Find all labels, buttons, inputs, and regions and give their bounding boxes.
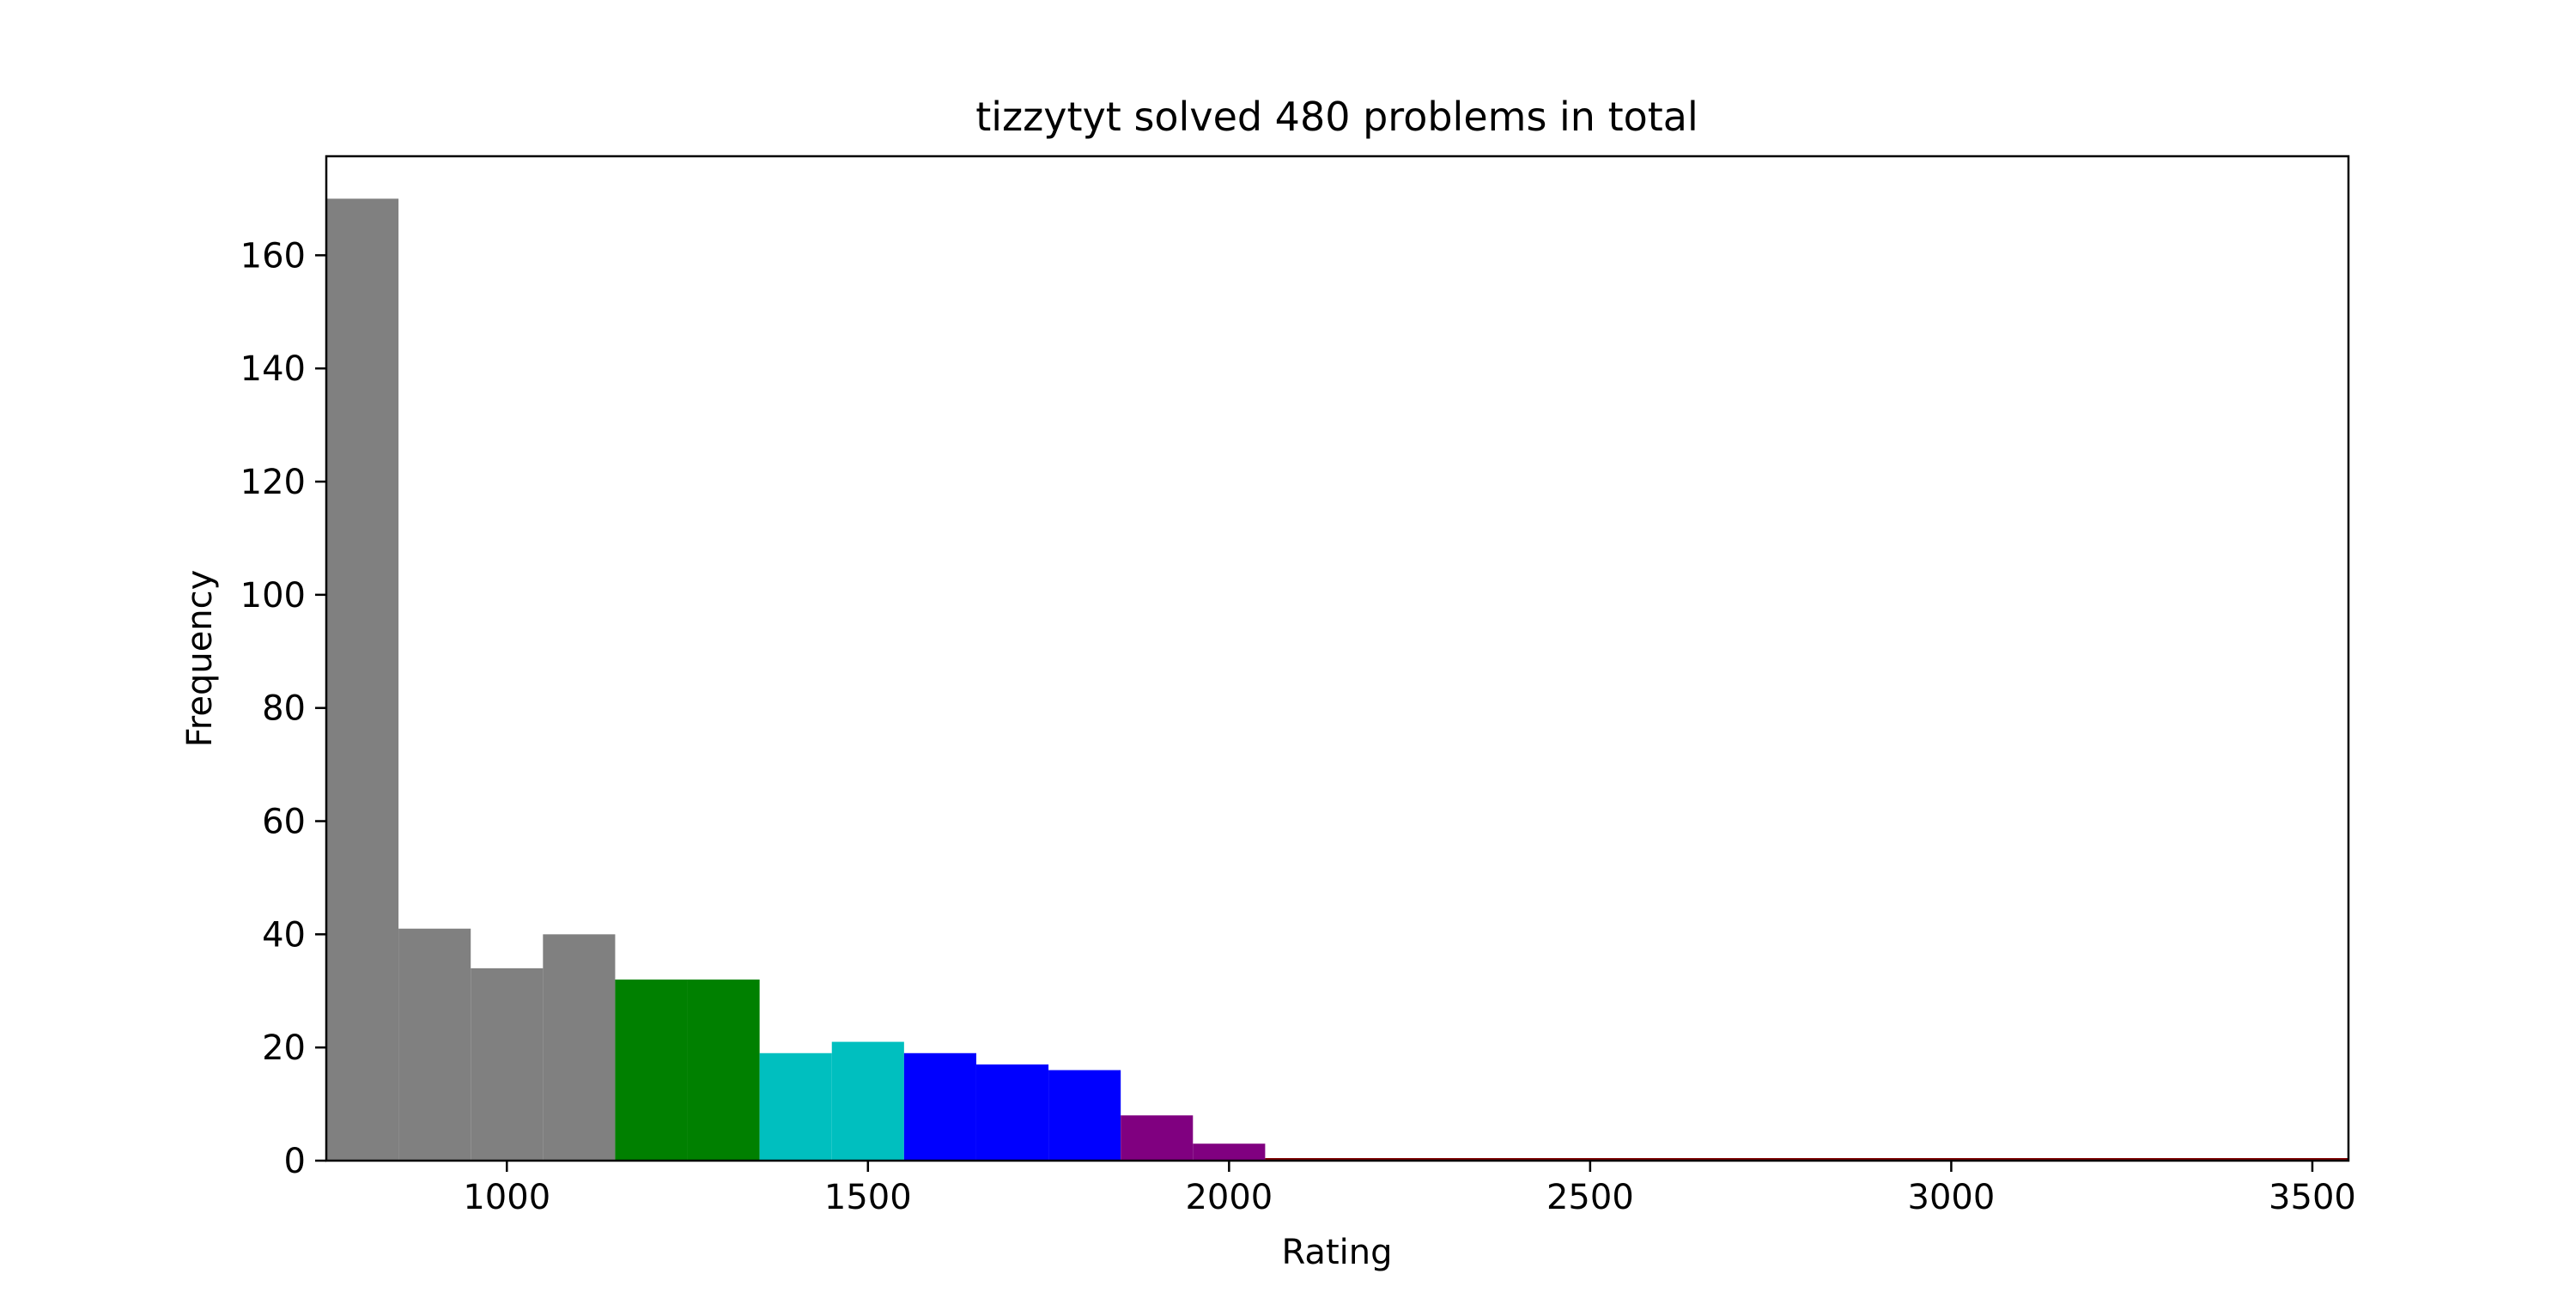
histogram-bar [687, 980, 760, 1161]
histogram-bar [1048, 1070, 1121, 1161]
y-tick-label: 120 [240, 463, 306, 502]
x-axis-ticks: 1000 1500 2000 2500 3000 3500 [463, 1161, 2356, 1217]
y-tick-label: 40 [262, 915, 306, 955]
x-tick-label: 1000 [463, 1178, 550, 1217]
y-axis-ticks: 0 20 40 60 80 100 120 140 160 [240, 236, 326, 1181]
x-axis-label: Rating [1282, 1233, 1393, 1272]
y-tick-label: 60 [262, 803, 306, 842]
histogram-bar [1121, 1115, 1194, 1161]
x-tick-label: 2500 [1546, 1178, 1634, 1217]
y-tick-label: 20 [262, 1028, 306, 1068]
y-tick-label: 80 [262, 689, 306, 729]
y-tick-label: 100 [240, 576, 306, 616]
histogram-bar [903, 1052, 976, 1161]
bars-layer [326, 198, 1266, 1161]
histogram-bar [615, 980, 688, 1161]
x-tick-label: 2000 [1185, 1178, 1273, 1217]
histogram-bar [398, 928, 471, 1161]
x-tick-label: 3500 [2269, 1178, 2356, 1217]
y-tick-label: 140 [240, 349, 306, 389]
y-tick-label: 160 [240, 236, 306, 276]
x-tick-label: 3000 [1908, 1178, 1996, 1217]
histogram-bar [543, 934, 616, 1161]
x-tick-label: 1500 [824, 1178, 912, 1217]
histogram-bar [1193, 1143, 1266, 1161]
histogram-bar [471, 967, 544, 1161]
histogram-bar [326, 198, 399, 1161]
chart-title: tizzytyt solved 480 problems in total [975, 94, 1698, 140]
histogram-bar [831, 1041, 904, 1161]
histogram-bar [975, 1064, 1049, 1161]
histogram-bar [759, 1052, 832, 1161]
plot-frame [325, 155, 2350, 1162]
y-axis-label: Frequency [180, 570, 220, 748]
y-tick-label: 0 [284, 1142, 306, 1181]
